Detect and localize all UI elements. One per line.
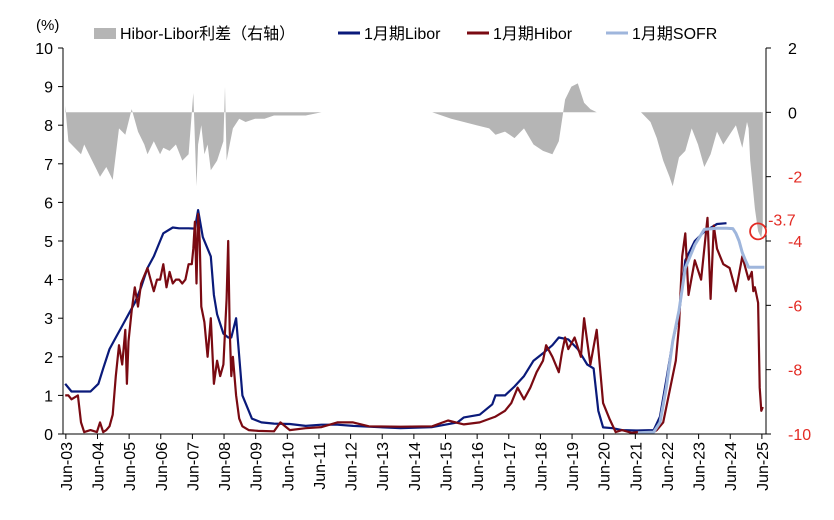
x-tick-label: Jun-18 <box>533 442 550 491</box>
left-axis-unit: (%) <box>36 17 59 34</box>
right-tick-label: -2 <box>788 170 802 187</box>
legend-swatch-spread <box>94 28 116 39</box>
annotation-layer: -3.7 <box>749 212 796 241</box>
left-tick-label: 2 <box>44 350 53 367</box>
x-tick-label: Jun-22 <box>660 442 677 491</box>
x-tick-label: Jun-12 <box>344 442 361 491</box>
right-tick-label: -10 <box>788 427 811 444</box>
axes-layer: 0 1 2 3 4 5 6 7 8 9 10 (%) 2 0 -2 -4 -6 -8 -10 Jun-03 Jun-04… <box>35 17 811 491</box>
x-tick-label: Jun-06 <box>154 442 171 491</box>
legend-label: 1月期Libor <box>364 25 441 43</box>
x-tick-label: Jun-08 <box>217 442 234 491</box>
left-tick-label: 10 <box>35 41 53 58</box>
series-hibor-line <box>65 212 764 435</box>
spread-marker-label: -3.7 <box>768 212 796 229</box>
spread-marker-circle <box>749 222 767 241</box>
x-tick-label: Jun-03 <box>59 442 76 491</box>
left-tick-label: 9 <box>44 80 53 97</box>
x-tick-label: Jun-24 <box>723 442 740 491</box>
series-libor-line <box>64 209 727 432</box>
x-tick-label: Jun-10 <box>280 442 297 491</box>
x-tick-label: Jun-05 <box>122 442 139 491</box>
rate-lines-layer <box>64 209 765 435</box>
x-tick-label: Jun-11 <box>312 442 329 490</box>
left-tick-label: 7 <box>44 157 53 174</box>
x-tick-label: Jun-14 <box>407 442 424 491</box>
series-sofr-line <box>637 226 765 435</box>
right-tick-label: 0 <box>788 105 797 122</box>
x-tick-label: Jun-15 <box>439 442 456 491</box>
left-tick-label: 0 <box>44 427 53 444</box>
right-tick-label: -8 <box>788 363 802 380</box>
x-tick-label: Jun-23 <box>692 442 709 491</box>
left-tick-label: 8 <box>44 118 53 135</box>
x-tick-label: Jun-04 <box>91 442 108 491</box>
x-tick-label: Jun-17 <box>502 442 519 491</box>
left-tick-label: 3 <box>44 311 53 328</box>
legend-label: Hibor-Libor利差（右轴） <box>120 25 295 43</box>
legend-label: 1月期SOFR <box>632 25 717 43</box>
right-tick-label: -4 <box>788 234 802 251</box>
x-tick-label: Jun-07 <box>185 442 202 491</box>
x-tick-label: Jun-25 <box>755 442 772 491</box>
legend-label: 1月期Hibor <box>493 25 573 43</box>
x-tick-label: Jun-16 <box>470 442 487 491</box>
left-tick-label: 5 <box>44 234 53 251</box>
x-tick-label: Jun-09 <box>249 442 266 491</box>
left-tick-label: 6 <box>44 195 53 212</box>
series-spread-area <box>65 83 763 238</box>
x-tick-label: Jun-20 <box>597 442 614 491</box>
spread-area-layer <box>65 83 763 238</box>
left-tick-label: 4 <box>44 273 53 290</box>
right-tick-label: 2 <box>788 41 797 58</box>
legend: Hibor-Libor利差（右轴） 1月期Libor 1月期Hibor 1月期SOFR <box>94 25 717 43</box>
right-tick-label: -6 <box>788 298 802 315</box>
x-tick-label: Jun-19 <box>565 442 582 491</box>
left-tick-label: 1 <box>44 388 53 405</box>
x-tick-label: Jun-13 <box>375 442 392 491</box>
x-tick-label: Jun-21 <box>628 442 645 491</box>
